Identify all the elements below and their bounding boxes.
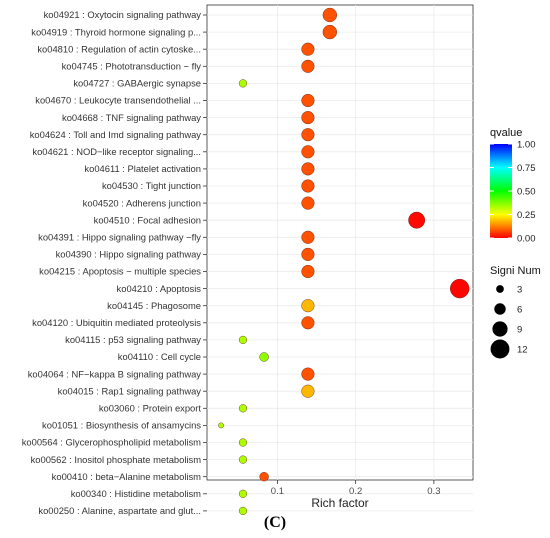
data-point [301, 42, 315, 56]
x-tick-label: 0.2 [349, 486, 362, 497]
size-legend-label: 3 [517, 285, 522, 296]
y-tick-label: ko04510 : Focal adhesion [94, 214, 201, 225]
qvalue-legend: qvalue 1.00 0.75 0.50 0.25 0.00 [490, 127, 536, 244]
x-tick-label: 0.1 [271, 486, 284, 497]
y-tick-label: ko04015 : Rap1 signaling pathway [58, 385, 202, 396]
grid-lines [207, 5, 473, 512]
y-tick-label: ko03060 : Protein export [99, 403, 202, 414]
y-tick-label: ko00340 : Histidine metabolism [71, 488, 201, 499]
qvalue-tick-label: 0.00 [517, 233, 536, 244]
y-tick-label: ko04120 : Ubiquitin mediated proteolysis [32, 317, 201, 328]
data-point [218, 422, 224, 429]
y-tick-label: ko04624 : Toll and Imd signaling pathway [30, 129, 202, 140]
y-tick-label: ko04115 : p53 signaling pathway [65, 334, 201, 345]
y-axis-labels: ko04921 : Oxytocin signaling pathway ko04… [22, 9, 207, 516]
plot-panel [206, 4, 474, 481]
y-tick-label: ko04520 : Adherens junction [83, 197, 201, 208]
qvalue-tick-label: 0.25 [517, 210, 536, 221]
qvalue-tick-label: 0.75 [517, 163, 536, 174]
data-point [238, 335, 248, 344]
data-points [218, 7, 470, 515]
signi-num-legend: Signi Num 3 6 9 12 [490, 265, 541, 359]
y-tick-label: ko04919 : Thyroid hormone signaling p... [31, 26, 201, 37]
data-point [322, 7, 337, 23]
y-tick-label: ko04145 : Phagosome [107, 300, 201, 311]
y-tick-label: ko01051 : Biosynthesis of ansamycins [42, 420, 201, 431]
x-tick-label: 0.3 [427, 486, 440, 497]
data-point [301, 128, 315, 142]
y-tick-label: ko04670 : Leukocyte transendothelial ... [35, 95, 201, 106]
y-tick-label: ko04921 : Oxytocin signaling pathway [44, 9, 202, 20]
data-point [301, 316, 315, 330]
y-tick-label: ko04810 : Regulation of actin cytoske... [37, 43, 201, 54]
size-legend-dot [490, 339, 510, 359]
y-tick-label: ko00562 : Inositol phosphate metabolism [31, 454, 202, 465]
y-tick-label: ko00410 : beta−Alanine metabolism [52, 471, 202, 482]
x-axis-title: Rich factor [311, 496, 368, 510]
qvalue-colorbar-ticks: 1.00 0.75 0.50 0.25 0.00 [490, 139, 536, 244]
y-tick-label: ko04110 : Cell cycle [118, 351, 201, 362]
x-axis: 0.1 0.2 0.3 [271, 480, 440, 497]
y-tick-label: ko04215 : Apoptosis − multiple species [39, 266, 201, 277]
data-point [238, 489, 248, 498]
data-point [301, 384, 315, 398]
y-tick-label: ko04390 : Hippo signaling pathway [56, 249, 202, 260]
size-legend-label: 6 [517, 305, 522, 316]
size-legend-dot [496, 285, 504, 293]
data-point [238, 506, 248, 515]
data-point [450, 278, 470, 299]
signi-num-legend-items: 3 6 9 12 [490, 285, 528, 359]
y-tick-label: ko04611 : Platelet activation [84, 163, 201, 174]
data-point [408, 211, 426, 229]
data-point [301, 367, 315, 381]
y-tick-label: ko04727 : GABAergic synapse [73, 78, 201, 89]
qvalue-colorbar [490, 144, 512, 238]
data-point [259, 472, 269, 482]
size-legend-dot [492, 321, 508, 337]
data-point [301, 264, 315, 279]
data-point [301, 93, 315, 108]
size-legend-dot [494, 303, 506, 315]
data-point [301, 179, 315, 193]
qvalue-tick-label: 1.00 [517, 139, 536, 150]
data-point [301, 59, 315, 73]
data-point [238, 455, 248, 464]
data-point [238, 79, 248, 88]
y-tick-label: ko04745 : Phototransduction − fly [62, 61, 202, 72]
size-legend-label: 9 [517, 325, 522, 336]
signi-num-legend-title: Signi Num [490, 265, 541, 277]
data-point [301, 145, 315, 159]
y-tick-label: ko04668 : TNF signaling pathway [62, 112, 201, 123]
data-point [301, 299, 315, 313]
data-point [238, 438, 248, 447]
y-tick-label: ko04210 : Apoptosis [117, 283, 202, 294]
qvalue-tick-label: 0.50 [517, 186, 536, 197]
data-point [301, 162, 315, 176]
data-point [301, 111, 315, 125]
size-legend-label: 12 [517, 345, 528, 356]
data-point [322, 24, 337, 40]
data-point [238, 404, 248, 413]
panel-label: (C) [263, 514, 287, 531]
y-tick-label: ko00564 : Glycerophospholipid metabolism [22, 437, 201, 448]
y-tick-label: ko04530 : Tight junction [102, 180, 201, 191]
qvalue-legend-title: qvalue [490, 127, 522, 139]
data-point [301, 247, 315, 261]
y-tick-label: ko00250 : Alanine, aspartate and glut... [38, 505, 201, 516]
y-tick-label: ko04621 : NOD−like receptor signaling... [32, 146, 201, 157]
y-tick-label: ko04064 : NF−kappa B signaling pathway [28, 368, 202, 379]
data-point [259, 352, 269, 362]
y-tick-label: ko04391 : Hippo signaling pathway −fly [38, 232, 201, 243]
data-point [301, 196, 315, 210]
data-point [301, 230, 315, 244]
